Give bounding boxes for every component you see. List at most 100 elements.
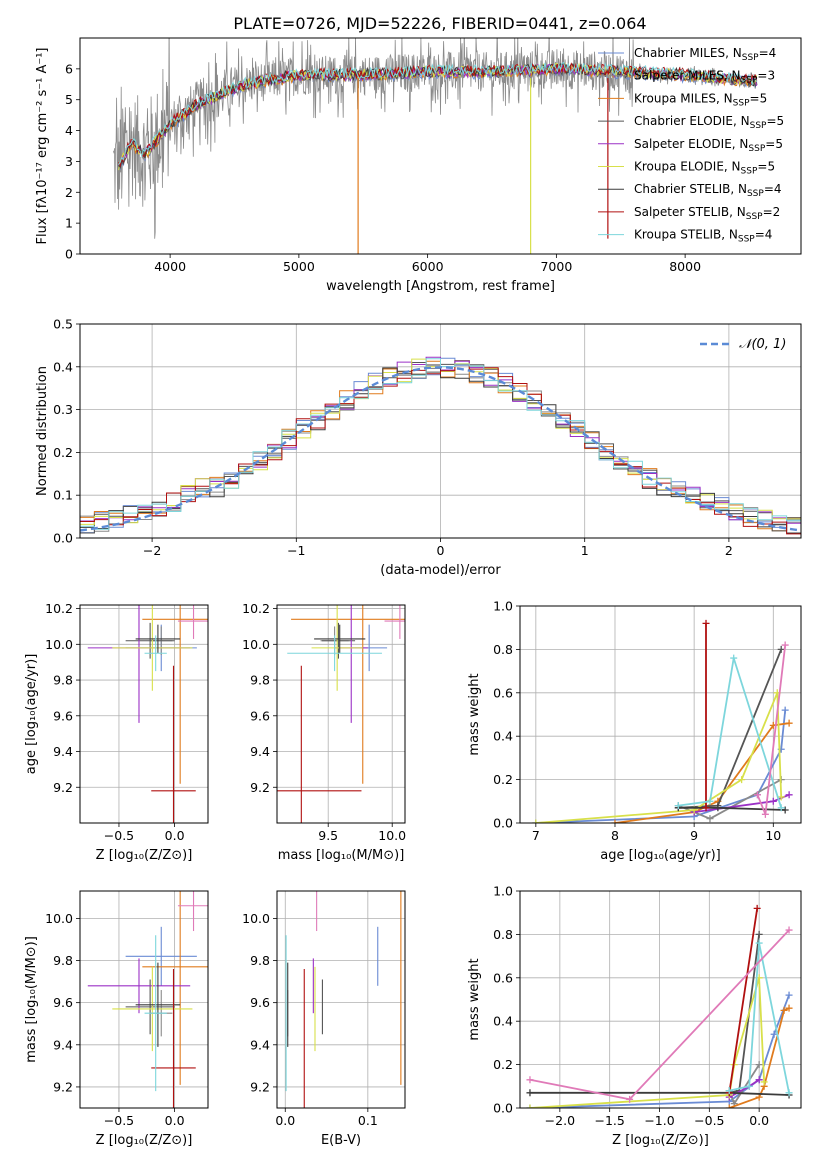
ssp-marker xyxy=(777,645,785,653)
ssp-marker xyxy=(738,776,746,784)
error-bar-point xyxy=(144,935,167,1092)
plot-area-age-vs-Z xyxy=(87,605,208,823)
residual-histogram xyxy=(80,364,801,535)
ssp-marker xyxy=(526,1104,534,1108)
x-tick-label: 0.0 xyxy=(165,828,185,843)
y-tick-label: 9.2 xyxy=(53,1079,73,1094)
plot-area-weight-vs-Z xyxy=(526,904,793,1108)
legend-tail: =5 xyxy=(757,160,775,174)
ssp-marker xyxy=(781,641,789,649)
legend-sub: SSP xyxy=(741,167,758,177)
legend-text: Salpeter MILES, N xyxy=(634,69,741,83)
y-tick-label: 4 xyxy=(65,123,73,138)
axes-age-vs-mass: 9.5 10.0 9.2 9.4 9.6 9.8 10.0 10.2 mass [log₁₀(M… xyxy=(242,601,406,863)
x-tick-label: −0.5 xyxy=(694,1113,724,1128)
y-tick-label: 0.1 xyxy=(53,488,73,503)
legend-tail: =3 xyxy=(757,69,775,83)
x-tick-label: 5000 xyxy=(283,259,315,274)
error-bar-point xyxy=(384,605,405,639)
error-bar-point xyxy=(142,605,208,784)
x-axis-label: E(B-V) xyxy=(321,1133,361,1148)
x-tick-label: 2 xyxy=(725,543,733,558)
ssp-marker xyxy=(785,991,793,999)
y-axis-label: Normed distribution xyxy=(35,366,50,496)
x-tick-label: 0 xyxy=(437,543,445,558)
ssp-marker xyxy=(753,791,761,799)
error-bar-point xyxy=(144,635,167,672)
x-tick-label: 9.5 xyxy=(318,828,338,843)
ssp-marker xyxy=(745,1082,753,1090)
legend-entry: 𝒩(0, 1) xyxy=(739,337,786,352)
x-tick-label: 0.0 xyxy=(275,1113,295,1128)
y-tick-label: 6 xyxy=(65,61,73,76)
legend-entry: Chabrier MILES, NSSP=4 xyxy=(634,46,776,63)
y-tick-label: 1 xyxy=(65,216,73,231)
y-tick-label: 0.6 xyxy=(493,685,513,700)
y-tick-label: 10.0 xyxy=(242,637,270,652)
legend-text: Salpeter STELIB, N xyxy=(634,205,746,219)
axes-mass-vs-Z: −0.5 0.0 9.2 9.4 9.6 9.8 10.0 Z [log₁₀(Z/Z⊙)] ma… xyxy=(24,890,209,1148)
gaussian-curve xyxy=(80,366,801,532)
y-tick-label: 1.0 xyxy=(493,599,513,614)
legend-text: Chabrier MILES, N xyxy=(634,46,742,60)
legend-text: Chabrier ELODIE, N xyxy=(634,114,750,128)
axes-weight-vs-age: 7 8 9 10 0.0 0.2 0.4 0.6 0.8 1.0 age [log₁₀(age/yr… xyxy=(467,599,802,863)
legend-sub: SSP xyxy=(747,189,764,199)
x-tick-label: 0.0 xyxy=(165,1113,185,1128)
plot-area-age-vs-mass xyxy=(277,605,405,823)
y-tick-label: 0.4 xyxy=(53,359,73,374)
figure-title: PLATE=0726, MJD=52226, FIBERID=0441, z=0… xyxy=(233,14,646,33)
model-spectrum-line xyxy=(118,62,758,168)
ssp-marker xyxy=(702,619,710,627)
y-tick-label: 9.6 xyxy=(53,708,73,723)
x-tick-label: 4000 xyxy=(154,259,186,274)
y-tick-label: 0.8 xyxy=(493,642,513,657)
legend-entry: Kroupa STELIB, NSSP=4 xyxy=(634,228,772,245)
y-tick-label: 0.0 xyxy=(493,816,513,831)
plot-area-mass-vs-EBV xyxy=(285,891,402,1108)
error-bar-point xyxy=(151,968,196,1108)
error-bar-point xyxy=(112,966,193,1052)
x-tick-label: 7000 xyxy=(540,259,572,274)
x-tick-label: 0.0 xyxy=(749,1113,769,1128)
error-bar-point xyxy=(291,605,405,784)
y-tick-label: 10.2 xyxy=(242,601,270,616)
x-tick-label: 8 xyxy=(611,828,619,843)
legend-tail: =2 xyxy=(763,205,781,219)
y-tick-label: 9.2 xyxy=(250,1079,270,1094)
x-tick-label: 9 xyxy=(690,828,698,843)
x-tick-label: −1 xyxy=(287,543,305,558)
legend-text: Salpeter ELODIE, N xyxy=(634,137,748,151)
ssp-marker xyxy=(702,804,710,812)
error-bar-point xyxy=(177,605,208,639)
ssp-marker xyxy=(674,802,682,810)
legend-tail: =4 xyxy=(755,228,773,242)
y-tick-label: 0.3 xyxy=(53,402,73,417)
error-bar-point xyxy=(125,979,175,1035)
ssp-weight-line xyxy=(728,908,759,1093)
x-tick-label: 6000 xyxy=(412,259,444,274)
x-tick-label: −0.5 xyxy=(104,1113,134,1128)
legend-tail: =5 xyxy=(766,114,784,128)
y-tick-label: 0.2 xyxy=(493,1057,513,1072)
plot-area-residuals xyxy=(80,356,801,535)
legend-text: Kroupa STELIB, N xyxy=(634,228,738,242)
y-tick-label: 10.0 xyxy=(242,911,270,926)
error-bar-point xyxy=(321,622,356,659)
error-bar-point xyxy=(142,891,208,1085)
axes-residuals: −2 −1 0 1 2 0.0 0.1 0.2 0.3 0.4 0.5 (data-model)/er… xyxy=(35,317,802,578)
y-tick-label: 0.4 xyxy=(493,1014,513,1029)
ssp-marker xyxy=(611,819,619,823)
ssp-marker xyxy=(532,819,540,823)
error-bar-point xyxy=(151,665,196,823)
x-tick-label: −1.0 xyxy=(644,1113,674,1128)
y-tick-label: 10.0 xyxy=(45,637,73,652)
ssp-marker xyxy=(526,1076,534,1084)
y-tick-label: 0.8 xyxy=(493,927,513,942)
ssp-marker xyxy=(753,904,761,912)
y-tick-label: 9.2 xyxy=(250,780,270,795)
x-axis-label: mass [log₁₀(M/M⊙)] xyxy=(278,848,405,863)
legend-entry: Chabrier STELIB, NSSP=4 xyxy=(634,182,782,199)
error-bar-point xyxy=(314,624,366,654)
